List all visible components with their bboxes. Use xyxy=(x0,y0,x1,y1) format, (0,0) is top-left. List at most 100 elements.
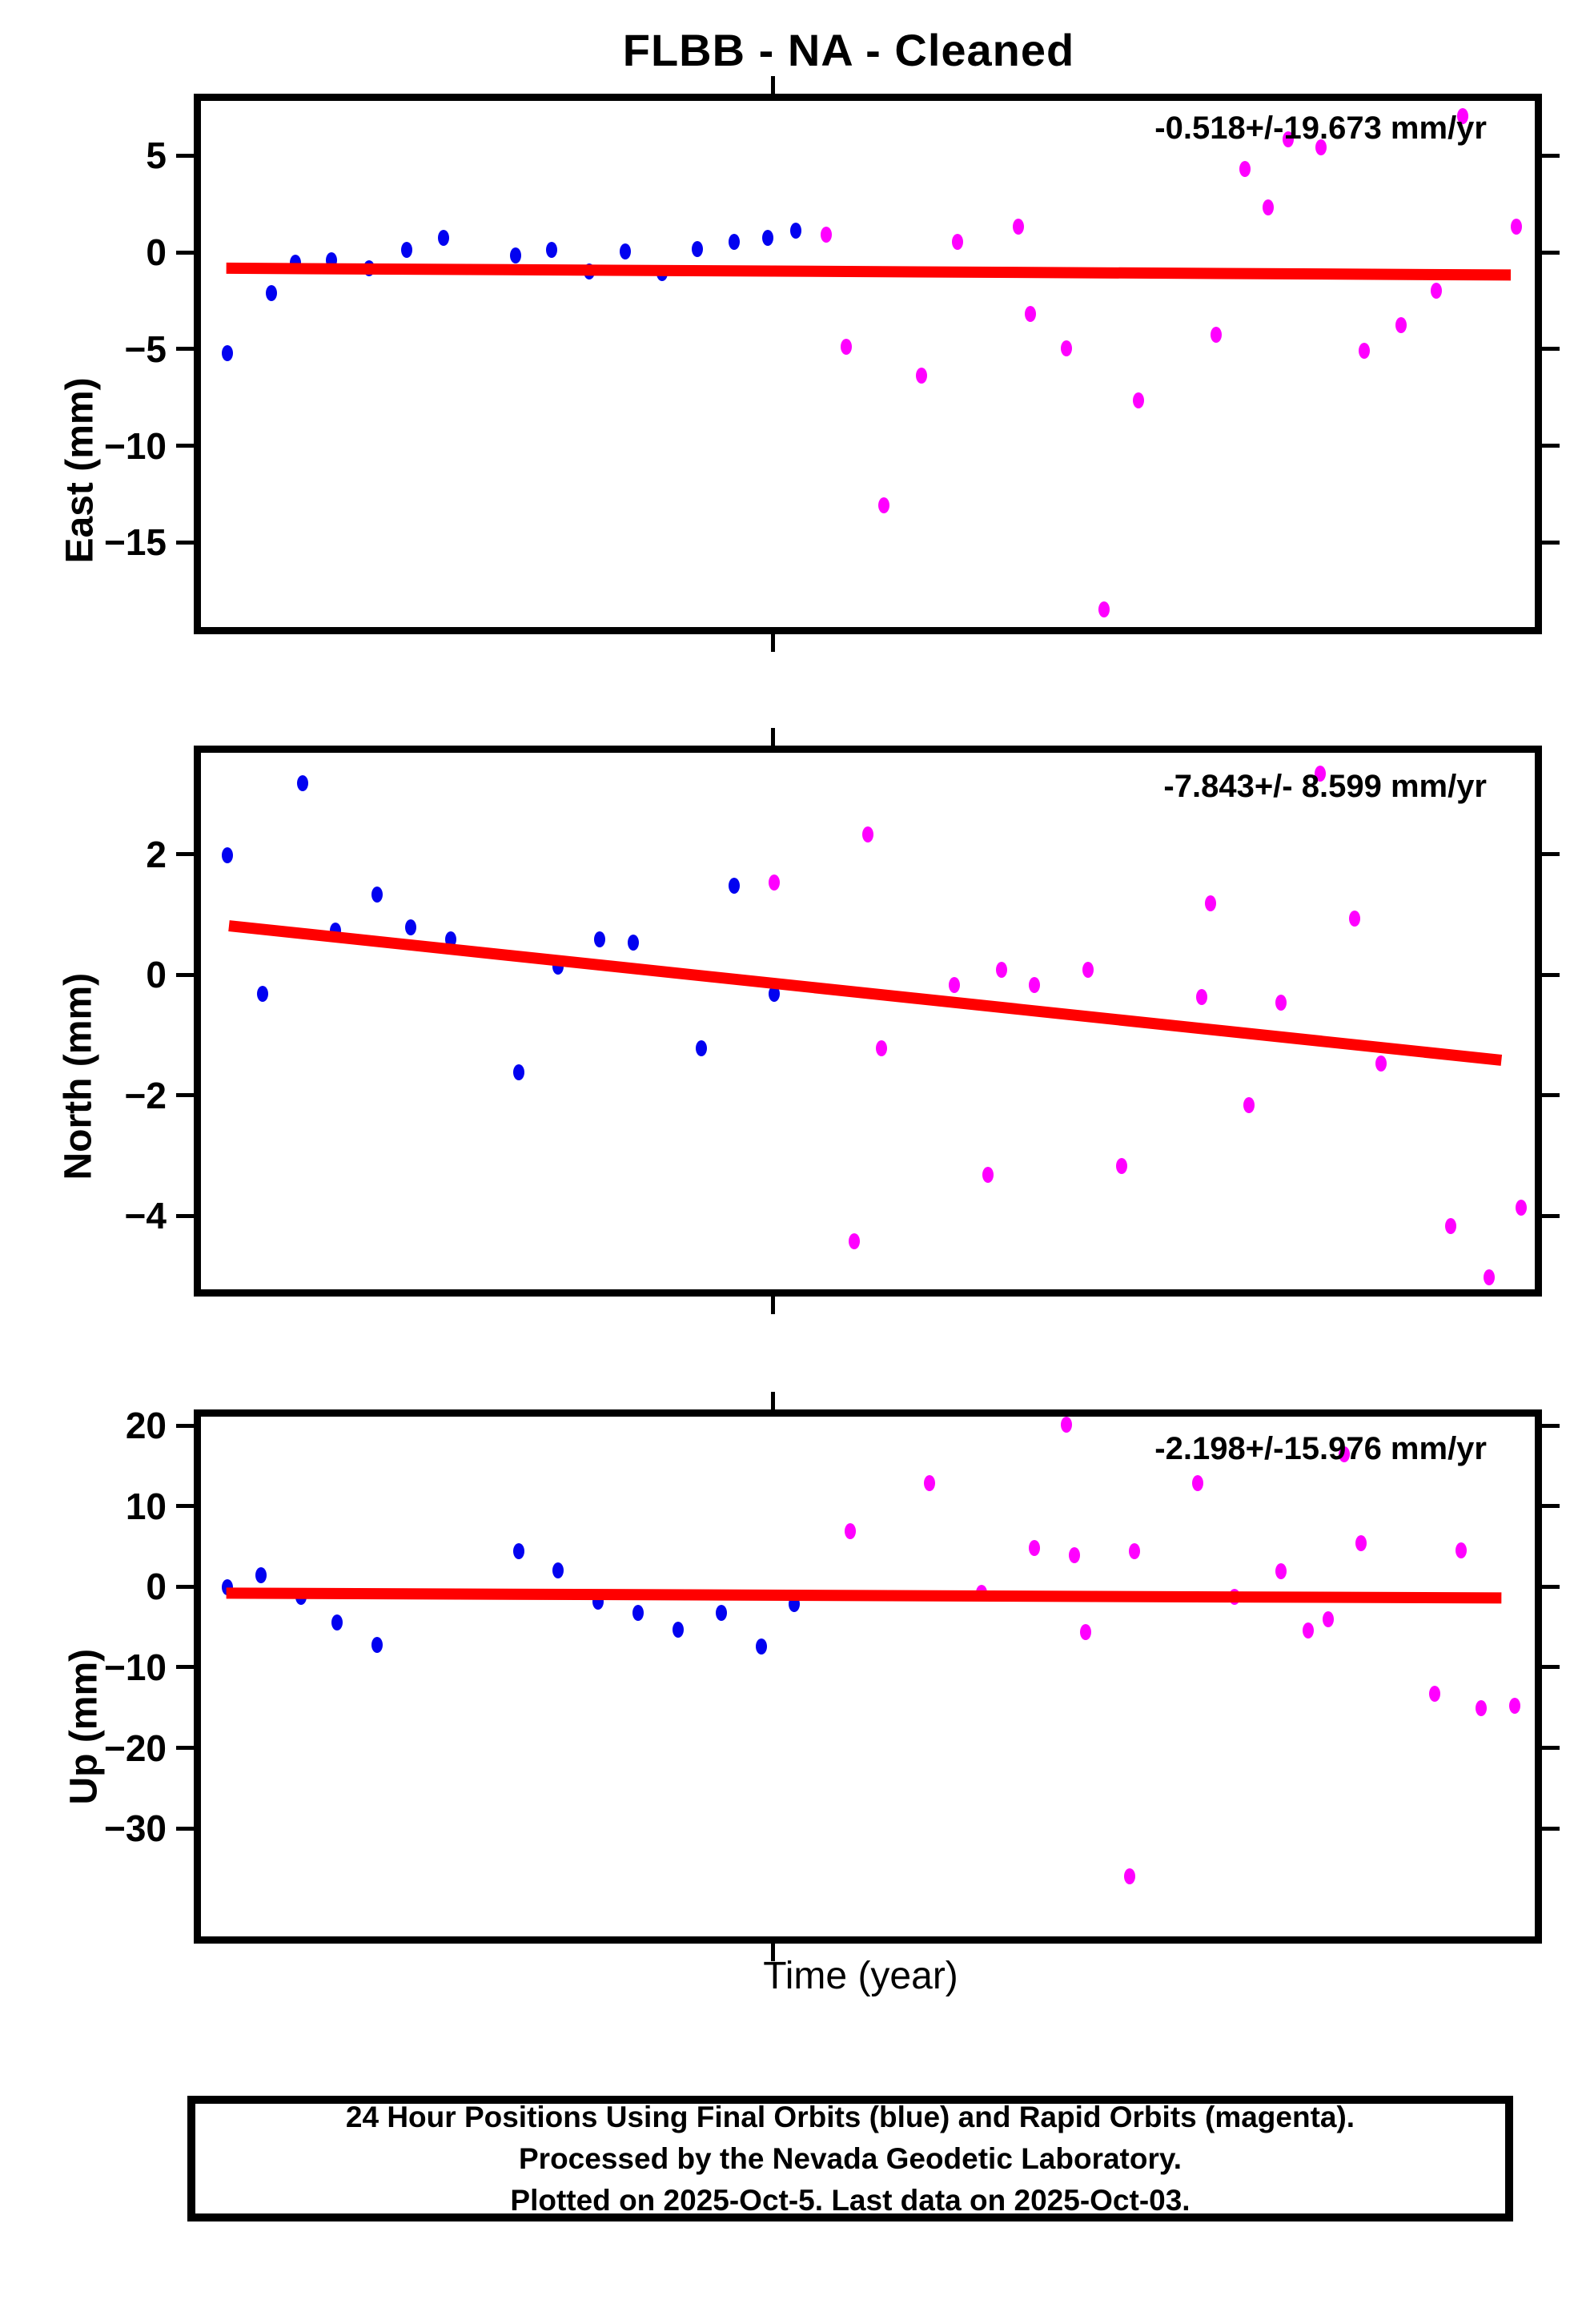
data-point-rapid xyxy=(1430,282,1442,299)
data-point-rapid xyxy=(1082,962,1094,978)
data-point-rapid xyxy=(1123,1868,1135,1884)
data-point-rapid xyxy=(1456,1542,1468,1559)
data-point-rapid xyxy=(875,1039,887,1056)
data-point-rapid xyxy=(1395,317,1407,334)
data-point-rapid xyxy=(1375,1055,1387,1072)
y-tick-right xyxy=(1542,250,1560,255)
y-tick-right xyxy=(1542,1213,1560,1218)
data-point-final xyxy=(729,234,741,251)
data-point-rapid xyxy=(1355,1534,1367,1551)
y-tick-right xyxy=(1542,347,1560,352)
data-point-final xyxy=(790,222,802,239)
data-point-final xyxy=(695,1039,707,1056)
y-tick-left xyxy=(176,1213,194,1218)
data-point-rapid xyxy=(1457,108,1469,125)
data-point-rapid xyxy=(841,338,853,355)
time-axis-label: Time (year) xyxy=(763,1955,958,1997)
data-point-rapid xyxy=(1029,1540,1041,1556)
footer-text-block: 24 Hour Positions Using Final Orbits (bl… xyxy=(195,2101,1505,2217)
data-point-rapid xyxy=(1314,766,1326,782)
y-tick-left xyxy=(176,852,194,856)
y-tick-label: 2 xyxy=(146,833,167,875)
y-tick-left xyxy=(176,1826,194,1831)
y-tick-label: −10 xyxy=(103,424,167,467)
data-point-final xyxy=(295,1589,307,1606)
footer-box: 24 Hour Positions Using Final Orbits (bl… xyxy=(187,2096,1513,2221)
data-point-rapid xyxy=(1322,1610,1334,1627)
x-tick-top xyxy=(771,76,776,94)
page-title: FLBB - NA - Cleaned xyxy=(622,25,1075,75)
y-tick-left xyxy=(176,1584,194,1589)
y-tick-left xyxy=(176,153,194,158)
y-tick-label: 20 xyxy=(125,1405,167,1447)
y-tick-right xyxy=(1542,1584,1560,1589)
x-tick-top xyxy=(771,1392,776,1409)
data-point-final xyxy=(255,1567,267,1584)
data-point-rapid xyxy=(1013,219,1025,235)
y-tick-right xyxy=(1542,153,1560,158)
data-point-rapid xyxy=(1115,1157,1127,1174)
data-point-final xyxy=(363,259,375,276)
data-point-final xyxy=(632,1604,644,1621)
y-tick-left xyxy=(176,347,194,352)
y-tick-label: −30 xyxy=(103,1807,167,1850)
data-point-rapid xyxy=(951,234,963,251)
footer-line-3: Plotted on 2025-Oct-5. Last data on 2025… xyxy=(510,2183,1191,2217)
data-point-rapid xyxy=(975,1585,987,1602)
data-point-rapid xyxy=(1282,131,1294,148)
y-tick-label: 0 xyxy=(146,954,167,996)
data-point-final xyxy=(583,263,595,279)
data-point-final xyxy=(673,1621,685,1638)
y-tick-left xyxy=(176,1746,194,1751)
data-point-final xyxy=(266,285,278,302)
data-point-final xyxy=(222,345,234,362)
data-point-rapid xyxy=(1061,1417,1073,1433)
data-point-final xyxy=(438,230,450,247)
y-tick-right xyxy=(1542,1665,1560,1670)
data-point-final xyxy=(769,986,781,1003)
y-tick-left xyxy=(176,1665,194,1670)
data-point-final xyxy=(510,247,522,264)
trend-line xyxy=(226,262,1512,281)
data-point-rapid xyxy=(1025,305,1037,322)
data-point-final xyxy=(552,959,564,975)
y-tick-right xyxy=(1542,540,1560,545)
data-point-rapid xyxy=(1210,327,1222,344)
data-point-rapid xyxy=(1229,1589,1241,1606)
data-point-final xyxy=(326,252,338,269)
data-point-final xyxy=(592,1594,604,1610)
data-point-final xyxy=(552,1562,564,1579)
y-tick-label: 5 xyxy=(146,135,167,177)
data-point-rapid xyxy=(1275,1563,1287,1580)
data-point-rapid xyxy=(995,962,1007,978)
data-point-rapid xyxy=(1349,911,1361,927)
data-point-final xyxy=(371,886,383,903)
y-tick-right xyxy=(1542,444,1560,448)
data-point-final xyxy=(222,846,234,863)
up-rate-annotation: -2.198+/-15.976 mm/yr xyxy=(1154,1431,1487,1466)
data-point-final xyxy=(546,241,558,258)
data-point-rapid xyxy=(1358,342,1370,359)
data-point-rapid xyxy=(1129,1543,1141,1560)
data-point-final xyxy=(330,923,342,939)
data-point-rapid xyxy=(769,874,781,891)
data-point-rapid xyxy=(1516,1200,1528,1216)
data-point-rapid xyxy=(849,1232,861,1249)
y-tick-label: −2 xyxy=(124,1074,167,1116)
y-tick-label: 0 xyxy=(146,231,167,274)
footer-line-2: Processed by the Nevada Geodetic Laborat… xyxy=(519,2141,1182,2175)
data-point-rapid xyxy=(1302,1622,1314,1638)
y-tick-right xyxy=(1542,1093,1560,1098)
y-tick-left xyxy=(176,540,194,545)
data-point-rapid xyxy=(1315,139,1327,155)
data-point-final xyxy=(400,241,412,258)
data-point-final xyxy=(789,1596,801,1613)
data-point-rapid xyxy=(1205,895,1217,912)
data-point-rapid xyxy=(1061,340,1073,357)
data-point-final xyxy=(404,919,416,936)
data-point-rapid xyxy=(1239,160,1251,177)
north-plot-frame: -7.843+/- 8.599 mm/yr xyxy=(194,746,1542,1297)
data-point-final xyxy=(762,230,774,247)
y-tick-right xyxy=(1542,852,1560,856)
y-tick-label: 10 xyxy=(125,1485,167,1527)
